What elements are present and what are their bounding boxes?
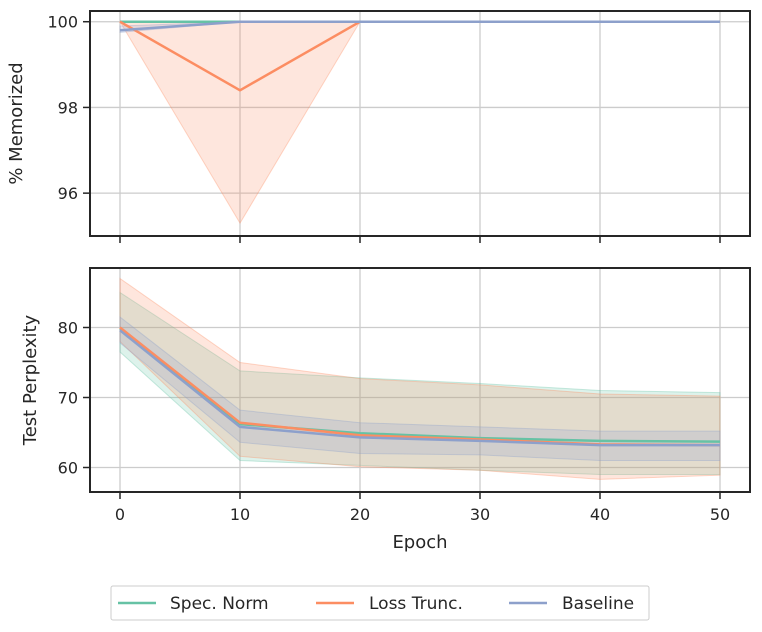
y-tick-label-96: 96 [58,184,78,203]
x-tick-label-10: 10 [230,505,250,524]
x-tick-label-0: 0 [115,505,125,524]
x-axis-title-epoch: Epoch [392,532,447,553]
legend-label-baseline: Baseline [562,594,634,614]
memorized-series-lines [119,20,720,92]
memorized-ticks [83,20,721,243]
perplexity-panel: 60 70 80 0 10 20 30 40 50 Test Perplexity Epoch [20,267,751,553]
perplexity-y-axis-title: Test Perplexity [20,314,41,446]
memorized-y-axis-title: % Memorized [6,62,27,184]
perplexity-y-tick-labels: 60 70 80 [58,319,78,478]
series-line-baseline [119,20,720,32]
y-tick-label-98: 98 [58,98,78,117]
memorized-panel: 96 98 100 % Memorized [6,10,751,243]
y-tick-label-70: 70 [58,389,78,408]
perplexity-axes-frame [89,267,751,493]
legend-label-loss-trunc: Loss Trunc. [369,594,463,614]
x-tick-label-50: 50 [710,505,730,524]
x-tick-label-40: 40 [590,505,610,524]
perplexity-ticks [83,326,721,499]
legend: Spec. Norm Loss Trunc. Baseline [110,585,650,621]
memorized-axes-frame [89,10,751,237]
x-tick-label-20: 20 [350,505,370,524]
memorized-y-tick-labels: 96 98 100 [47,13,78,203]
perplexity-series-lines [119,326,721,447]
y-tick-label-100: 100 [47,13,78,32]
perplexity-x-tick-labels: 0 10 20 30 40 50 [115,505,730,524]
legend-label-spec-norm: Spec. Norm [170,594,269,614]
series-line-baseline [119,329,720,447]
legend-frame [110,585,650,621]
perplexity-confidence-bands [119,277,721,480]
x-tick-label-30: 30 [470,505,490,524]
perplexity-gridlines [90,268,750,492]
y-tick-label-60: 60 [58,459,78,478]
y-tick-label-80: 80 [58,319,78,338]
